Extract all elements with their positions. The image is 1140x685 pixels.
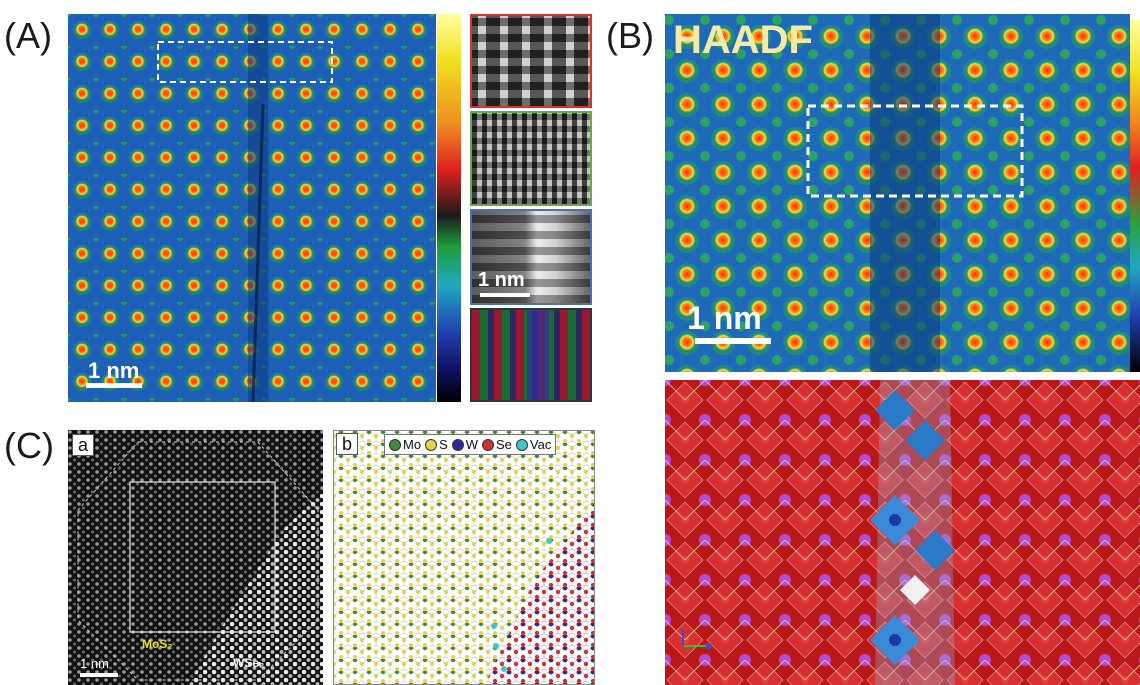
w-swatch-icon [451,438,464,451]
legend-item-w: W [451,437,479,452]
panel-c-legend: Mo S W Se Vac [384,434,557,455]
panel-b-title: HAADF [673,18,813,62]
legend-label-s: S [439,437,448,452]
panel-c-scalebar-text: 1 nm [80,656,109,671]
panel-b-scalebar-text: 1 nm [687,300,762,336]
panel-label-c: (C) [4,425,54,466]
panel-a-inset-scalebar-text: 1 nm [478,269,525,291]
legend-label-mo: Mo [403,437,422,452]
panel-a-scalebar-text: 1 nm [88,358,140,383]
panel-b-scalebar-line [695,338,771,344]
panel-a-scalebar-line [86,383,142,388]
panel-a-inset-rgb [470,308,592,402]
legend-label-w: W [465,437,479,452]
panel-b-colorbar [1130,20,1140,372]
panel-b-crystal-structure [665,380,1140,685]
se-swatch-icon [482,438,495,451]
panel-a-inset-blue: 1 nm [470,209,592,305]
panel-c-region-mos2: MoS₂ [142,637,173,651]
panel-c-region-wse2: WSe₂ [233,656,265,670]
panel-b-crystal-model [665,380,1140,685]
panel-c-sub-label-b: b [336,433,359,455]
panel-a-atom-map [68,14,436,402]
panel-c-atomic-model: b Mo S W Se Vac [333,430,595,685]
panel-label-b: (B) [606,15,654,56]
panel-c-stem-image: a MoS₂ WSe₂ 1 nm [68,430,323,685]
legend-item-s: S [425,437,448,452]
panel-a-inset-red [470,14,592,108]
legend-item-vac: Vac [515,437,552,452]
s-swatch-icon [425,438,438,451]
panel-c-model-lattice [334,431,594,684]
panel-a-main-image: 1 nm [68,14,436,402]
legend-item-mo: Mo [389,437,421,452]
panel-label-a: (A) [4,15,52,56]
panel-b-atom-map [665,14,1130,372]
panel-a-inset-green [470,111,592,206]
legend-item-se: Se [482,437,512,452]
legend-label-se: Se [496,437,512,452]
panel-c-stem-lattice [68,430,323,685]
panel-a-inset-scalebar-line [480,293,530,297]
panel-c-scalebar-line [80,673,118,677]
mo-swatch-icon [389,438,401,451]
vac-swatch-icon [515,438,528,451]
panel-a-colorbar [437,14,461,402]
panel-c-sub-label-a: a [72,434,95,456]
legend-label-vac: Vac [529,437,552,452]
panel-b-main-image: HAADF 1 nm [665,14,1130,372]
